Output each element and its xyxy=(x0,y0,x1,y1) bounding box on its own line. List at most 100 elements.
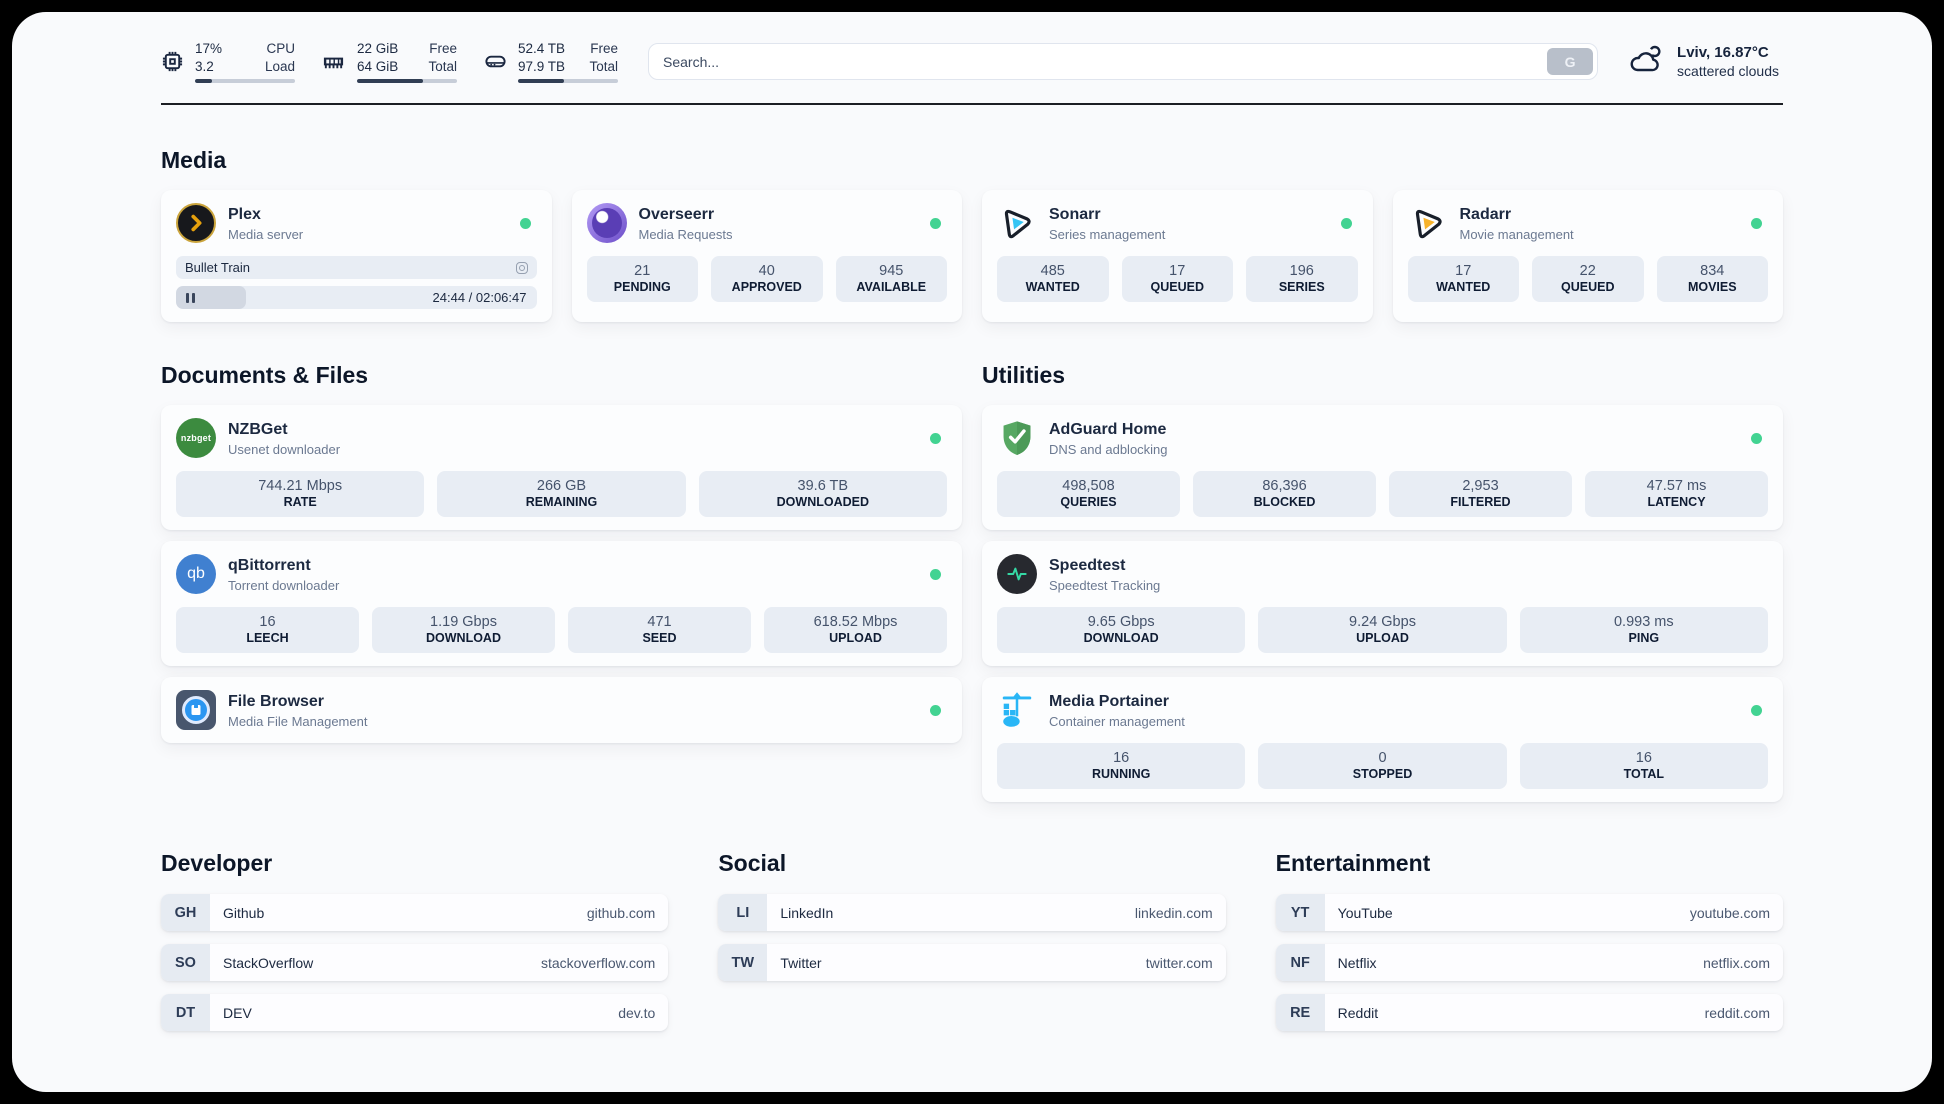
link-url: twitter.com xyxy=(1145,954,1213,971)
link-linkedin[interactable]: LI LinkedIn linkedin.com xyxy=(718,894,1226,932)
plex-icon xyxy=(176,203,216,244)
cpu-meter: 17% 3.2 CPU Load xyxy=(161,40,295,84)
speedtest-icon xyxy=(997,554,1037,595)
link-tag: SO xyxy=(161,944,210,982)
utilities-column: Utilities xyxy=(982,362,1783,803)
link-tag: DT xyxy=(161,994,210,1032)
system-resources: 17% 3.2 CPU Load xyxy=(161,40,618,84)
app-card-adguard[interactable]: AdGuard Home DNS and adblocking 498,508 … xyxy=(982,405,1783,531)
app-name: File Browser xyxy=(228,692,325,710)
portainer-icon xyxy=(997,690,1037,730)
link-name: YouTube xyxy=(1337,904,1393,921)
disk-progress-bar xyxy=(518,79,618,84)
cpu-load-value: 3.2 xyxy=(195,58,214,74)
link-tag: GH xyxy=(161,894,210,932)
link-name: Reddit xyxy=(1337,1004,1379,1021)
documents-column: Documents & Files nzbget NZBGet Usenet d… xyxy=(161,362,962,802)
ram-total-value: 64 GiB xyxy=(357,58,399,74)
cpu-load-label: Load xyxy=(264,58,295,74)
radarr-icon xyxy=(1408,203,1448,243)
weather-widget: Lviv, 16.87°C scattered clouds xyxy=(1628,44,1783,79)
link-dev[interactable]: DT DEV dev.to xyxy=(161,994,669,1032)
stat-blocked: 86,396 BLOCKED xyxy=(1193,471,1376,518)
app-name: NZBGet xyxy=(228,420,288,438)
app-card-filebrowser[interactable]: File Browser Media File Management xyxy=(161,677,962,744)
search-input[interactable] xyxy=(648,43,1599,81)
cpu-label: CPU xyxy=(266,41,295,56)
header-divider xyxy=(161,103,1783,106)
stat-download: 1.19 Gbps DOWNLOAD xyxy=(372,607,555,654)
app-card-portainer[interactable]: Media Portainer Container management 16 … xyxy=(982,677,1783,803)
stat-wanted: 17 WANTED xyxy=(1407,256,1519,303)
disk-icon xyxy=(483,50,507,73)
app-card-overseerr[interactable]: Overseerr Media Requests 21 PENDING 40 A… xyxy=(571,190,962,323)
status-dot xyxy=(1751,217,1762,229)
stat-latency: 47.57 ms LATENCY xyxy=(1585,471,1768,518)
stat-remaining: 266 GB REMAINING xyxy=(437,471,686,518)
stat-running: 16 RUNNING xyxy=(997,743,1246,790)
app-card-nzbget[interactable]: nzbget NZBGet Usenet downloader 744.21 M… xyxy=(161,405,962,531)
link-reddit[interactable]: RE Reddit reddit.com xyxy=(1275,994,1783,1032)
session-device-icon xyxy=(515,261,528,274)
stat-approved: 40 APPROVED xyxy=(711,256,823,303)
filebrowser-icon xyxy=(176,690,216,731)
links-entertainment: Entertainment YT YouTube youtube.com NF … xyxy=(1275,850,1783,1032)
link-tag: YT xyxy=(1275,894,1325,932)
link-tag: TW xyxy=(718,944,768,982)
section-title-developer: Developer xyxy=(161,850,273,877)
link-url: reddit.com xyxy=(1704,1004,1770,1021)
stat-available: 945 AVAILABLE xyxy=(835,256,947,303)
link-tag: RE xyxy=(1275,994,1325,1032)
link-stackoverflow[interactable]: SO StackOverflow stackoverflow.com xyxy=(161,944,669,982)
cpu-usage-value: 17% xyxy=(195,41,223,56)
status-dot xyxy=(1751,432,1762,444)
pause-icon xyxy=(186,292,195,303)
app-card-plex[interactable]: Plex Media server Bullet Train 24:44 / 0… xyxy=(161,190,552,323)
link-name: StackOverflow xyxy=(223,954,314,971)
section-title-documents: Documents & Files xyxy=(161,362,369,389)
link-twitter[interactable]: TW Twitter twitter.com xyxy=(718,944,1226,982)
status-dot xyxy=(519,217,531,229)
stat-total: 16 TOTAL xyxy=(1519,743,1768,790)
link-url: github.com xyxy=(586,904,656,921)
status-dot xyxy=(930,568,941,580)
app-card-qbittorrent[interactable]: qb qBittorrent Torrent downloader 16 LEE… xyxy=(161,541,962,667)
ram-free-value: 22 GiB xyxy=(357,41,399,56)
stat-queued: 17 QUEUED xyxy=(1121,256,1233,303)
app-card-speedtest[interactable]: Speedtest Speedtest Tracking 9.65 Gbps D… xyxy=(982,541,1783,667)
top-bar: 17% 3.2 CPU Load xyxy=(161,40,1783,84)
stat-movies: 834 MOVIES xyxy=(1656,256,1768,303)
link-youtube[interactable]: YT YouTube youtube.com xyxy=(1275,894,1783,932)
status-dot xyxy=(930,432,941,444)
app-subtitle: Movie management xyxy=(1459,226,1574,242)
app-name: Sonarr xyxy=(1049,205,1101,223)
app-card-sonarr[interactable]: Sonarr Series management 485 WANTED 17 Q… xyxy=(982,190,1373,323)
stat-seed: 471 SEED xyxy=(568,607,751,654)
search-engine-button[interactable]: G xyxy=(1547,48,1594,76)
stat-upload: 9.24 Gbps UPLOAD xyxy=(1258,607,1507,654)
stat-stopped: 0 STOPPED xyxy=(1258,743,1507,790)
link-url: stackoverflow.com xyxy=(540,954,656,971)
section-title-utilities: Utilities xyxy=(982,362,1066,389)
stat-series: 196 SERIES xyxy=(1246,256,1358,303)
app-subtitle: Series management xyxy=(1049,226,1166,242)
weather-location-temp: Lviv, 16.87°C xyxy=(1677,44,1769,62)
qbittorrent-icon: qb xyxy=(176,554,216,595)
link-name: Github xyxy=(223,904,265,921)
app-card-radarr[interactable]: Radarr Movie management 17 WANTED 22 QUE… xyxy=(1392,190,1783,323)
sonarr-icon xyxy=(997,203,1037,243)
link-netflix[interactable]: NF Netflix netflix.com xyxy=(1275,944,1783,982)
stat-upload: 618.52 Mbps UPLOAD xyxy=(764,607,947,654)
app-name: AdGuard Home xyxy=(1049,420,1167,438)
stat-downloaded: 39.6 TB DOWNLOADED xyxy=(698,471,947,518)
playback-progress: 24:44 / 02:06:47 xyxy=(176,286,537,310)
nzbget-icon: nzbget xyxy=(176,418,216,459)
ram-total-label: Total xyxy=(428,58,457,74)
stat-leech: 16 LEECH xyxy=(176,607,359,654)
link-tag: LI xyxy=(718,894,768,932)
link-name: LinkedIn xyxy=(780,904,834,921)
stat-pending: 21 PENDING xyxy=(586,256,698,303)
media-grid: Plex Media server Bullet Train 24:44 / 0… xyxy=(161,190,1783,323)
dashboard-surface: 17% 3.2 CPU Load xyxy=(12,12,1932,1092)
link-github[interactable]: GH Github github.com xyxy=(161,894,669,932)
